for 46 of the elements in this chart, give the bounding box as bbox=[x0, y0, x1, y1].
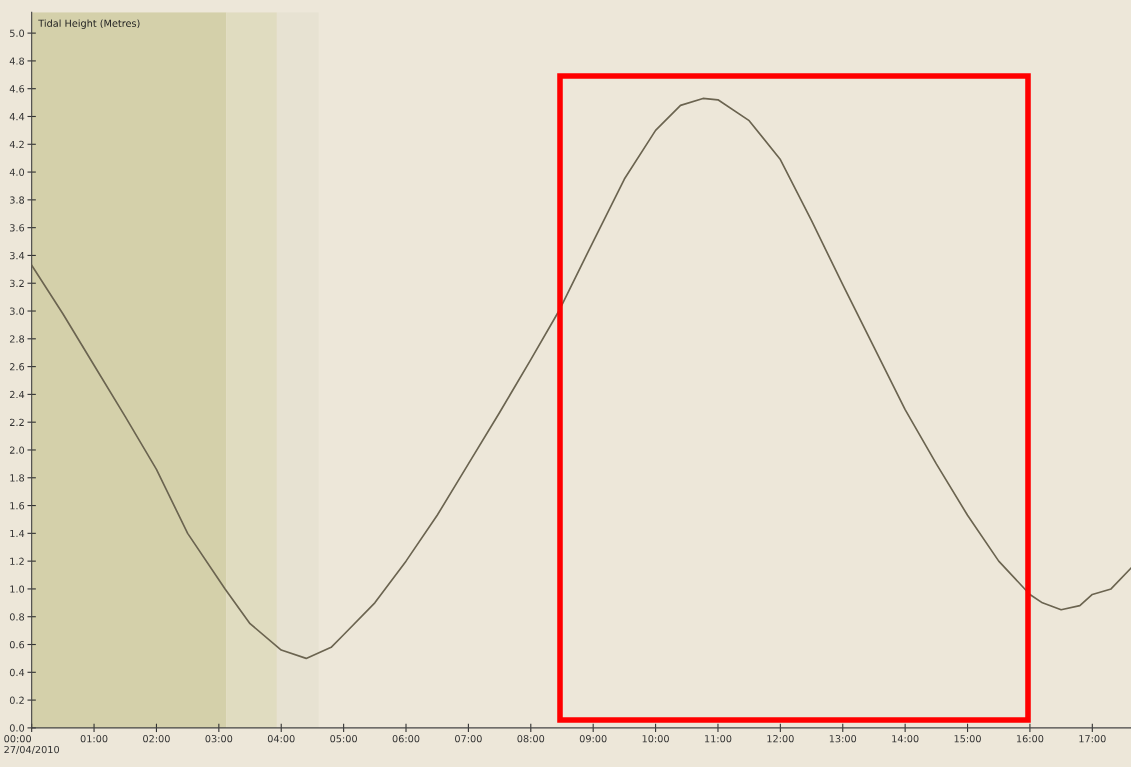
x-tick-label: 10:00 bbox=[642, 735, 669, 743]
x-tick-label: 00:00 27/04/2010 bbox=[4, 735, 60, 754]
y-tick-label: 0.0 bbox=[9, 724, 25, 732]
y-tick-label: 0.6 bbox=[9, 640, 25, 649]
x-tick-label: 02:00 bbox=[143, 735, 170, 743]
y-tick-label: 0.2 bbox=[9, 696, 24, 704]
y-tick-label: 2.0 bbox=[9, 446, 25, 454]
x-tick-label: 03:00 bbox=[205, 735, 233, 743]
y-tick-label: 4.0 bbox=[9, 168, 25, 176]
y-tick-label: 4.6 bbox=[9, 85, 25, 93]
x-tick-label: 14:00 bbox=[892, 735, 919, 743]
y-tick-label: 3.0 bbox=[10, 307, 25, 315]
x-tick-label: 08:00 bbox=[517, 735, 545, 743]
y-tick-label: 4.4 bbox=[9, 113, 25, 121]
y-tick-label: 0.8 bbox=[9, 613, 25, 621]
y-tick-label: 3.6 bbox=[10, 224, 25, 232]
y-tick-label: 1.8 bbox=[10, 474, 25, 482]
x-tick-label: 15:00 bbox=[954, 735, 981, 743]
y-tick-label: 3.8 bbox=[10, 196, 25, 204]
x-tick-label: 13:00 bbox=[829, 735, 857, 743]
y-tick-label: 1.6 bbox=[10, 502, 25, 510]
y-tick-label: 3.4 bbox=[10, 251, 25, 260]
y-tick-label: 1.0 bbox=[10, 585, 25, 593]
x-tick-label: 17:00 bbox=[1079, 735, 1106, 743]
x-tick-label: 05:00 bbox=[330, 735, 357, 743]
y-tick-label: 2.8 bbox=[9, 335, 25, 343]
y-axis-title: Tidal Height (Metres) bbox=[38, 19, 140, 29]
x-tick-label: 01:00 bbox=[80, 735, 108, 743]
y-tick-label: 1.4 bbox=[10, 529, 25, 538]
y-tick-label: 0.4 bbox=[9, 668, 25, 677]
x-tick-label: 09:00 bbox=[579, 735, 607, 743]
x-tick-label: 12:00 bbox=[767, 735, 794, 743]
x-tick-label: 11:00 bbox=[705, 735, 732, 743]
x-tick-label: 04:00 bbox=[267, 735, 295, 743]
x-tick-label: 16:00 bbox=[1016, 735, 1044, 743]
x-tick-label: 07:00 bbox=[455, 735, 482, 743]
y-tick-label: 4.8 bbox=[9, 57, 25, 65]
y-tick-label: 2.4 bbox=[9, 390, 25, 399]
y-tick-label: 1.2 bbox=[10, 557, 24, 565]
y-tick-label: 3.2 bbox=[10, 279, 24, 288]
y-tick-label: 2.2 bbox=[9, 418, 24, 426]
x-tick-label: 06:00 bbox=[392, 735, 420, 743]
y-tick-label: 2.6 bbox=[9, 363, 25, 371]
y-tick-label: 5.0 bbox=[10, 29, 25, 37]
y-tick-label: 4.2 bbox=[9, 140, 24, 148]
line-series bbox=[31, 97, 1131, 660]
